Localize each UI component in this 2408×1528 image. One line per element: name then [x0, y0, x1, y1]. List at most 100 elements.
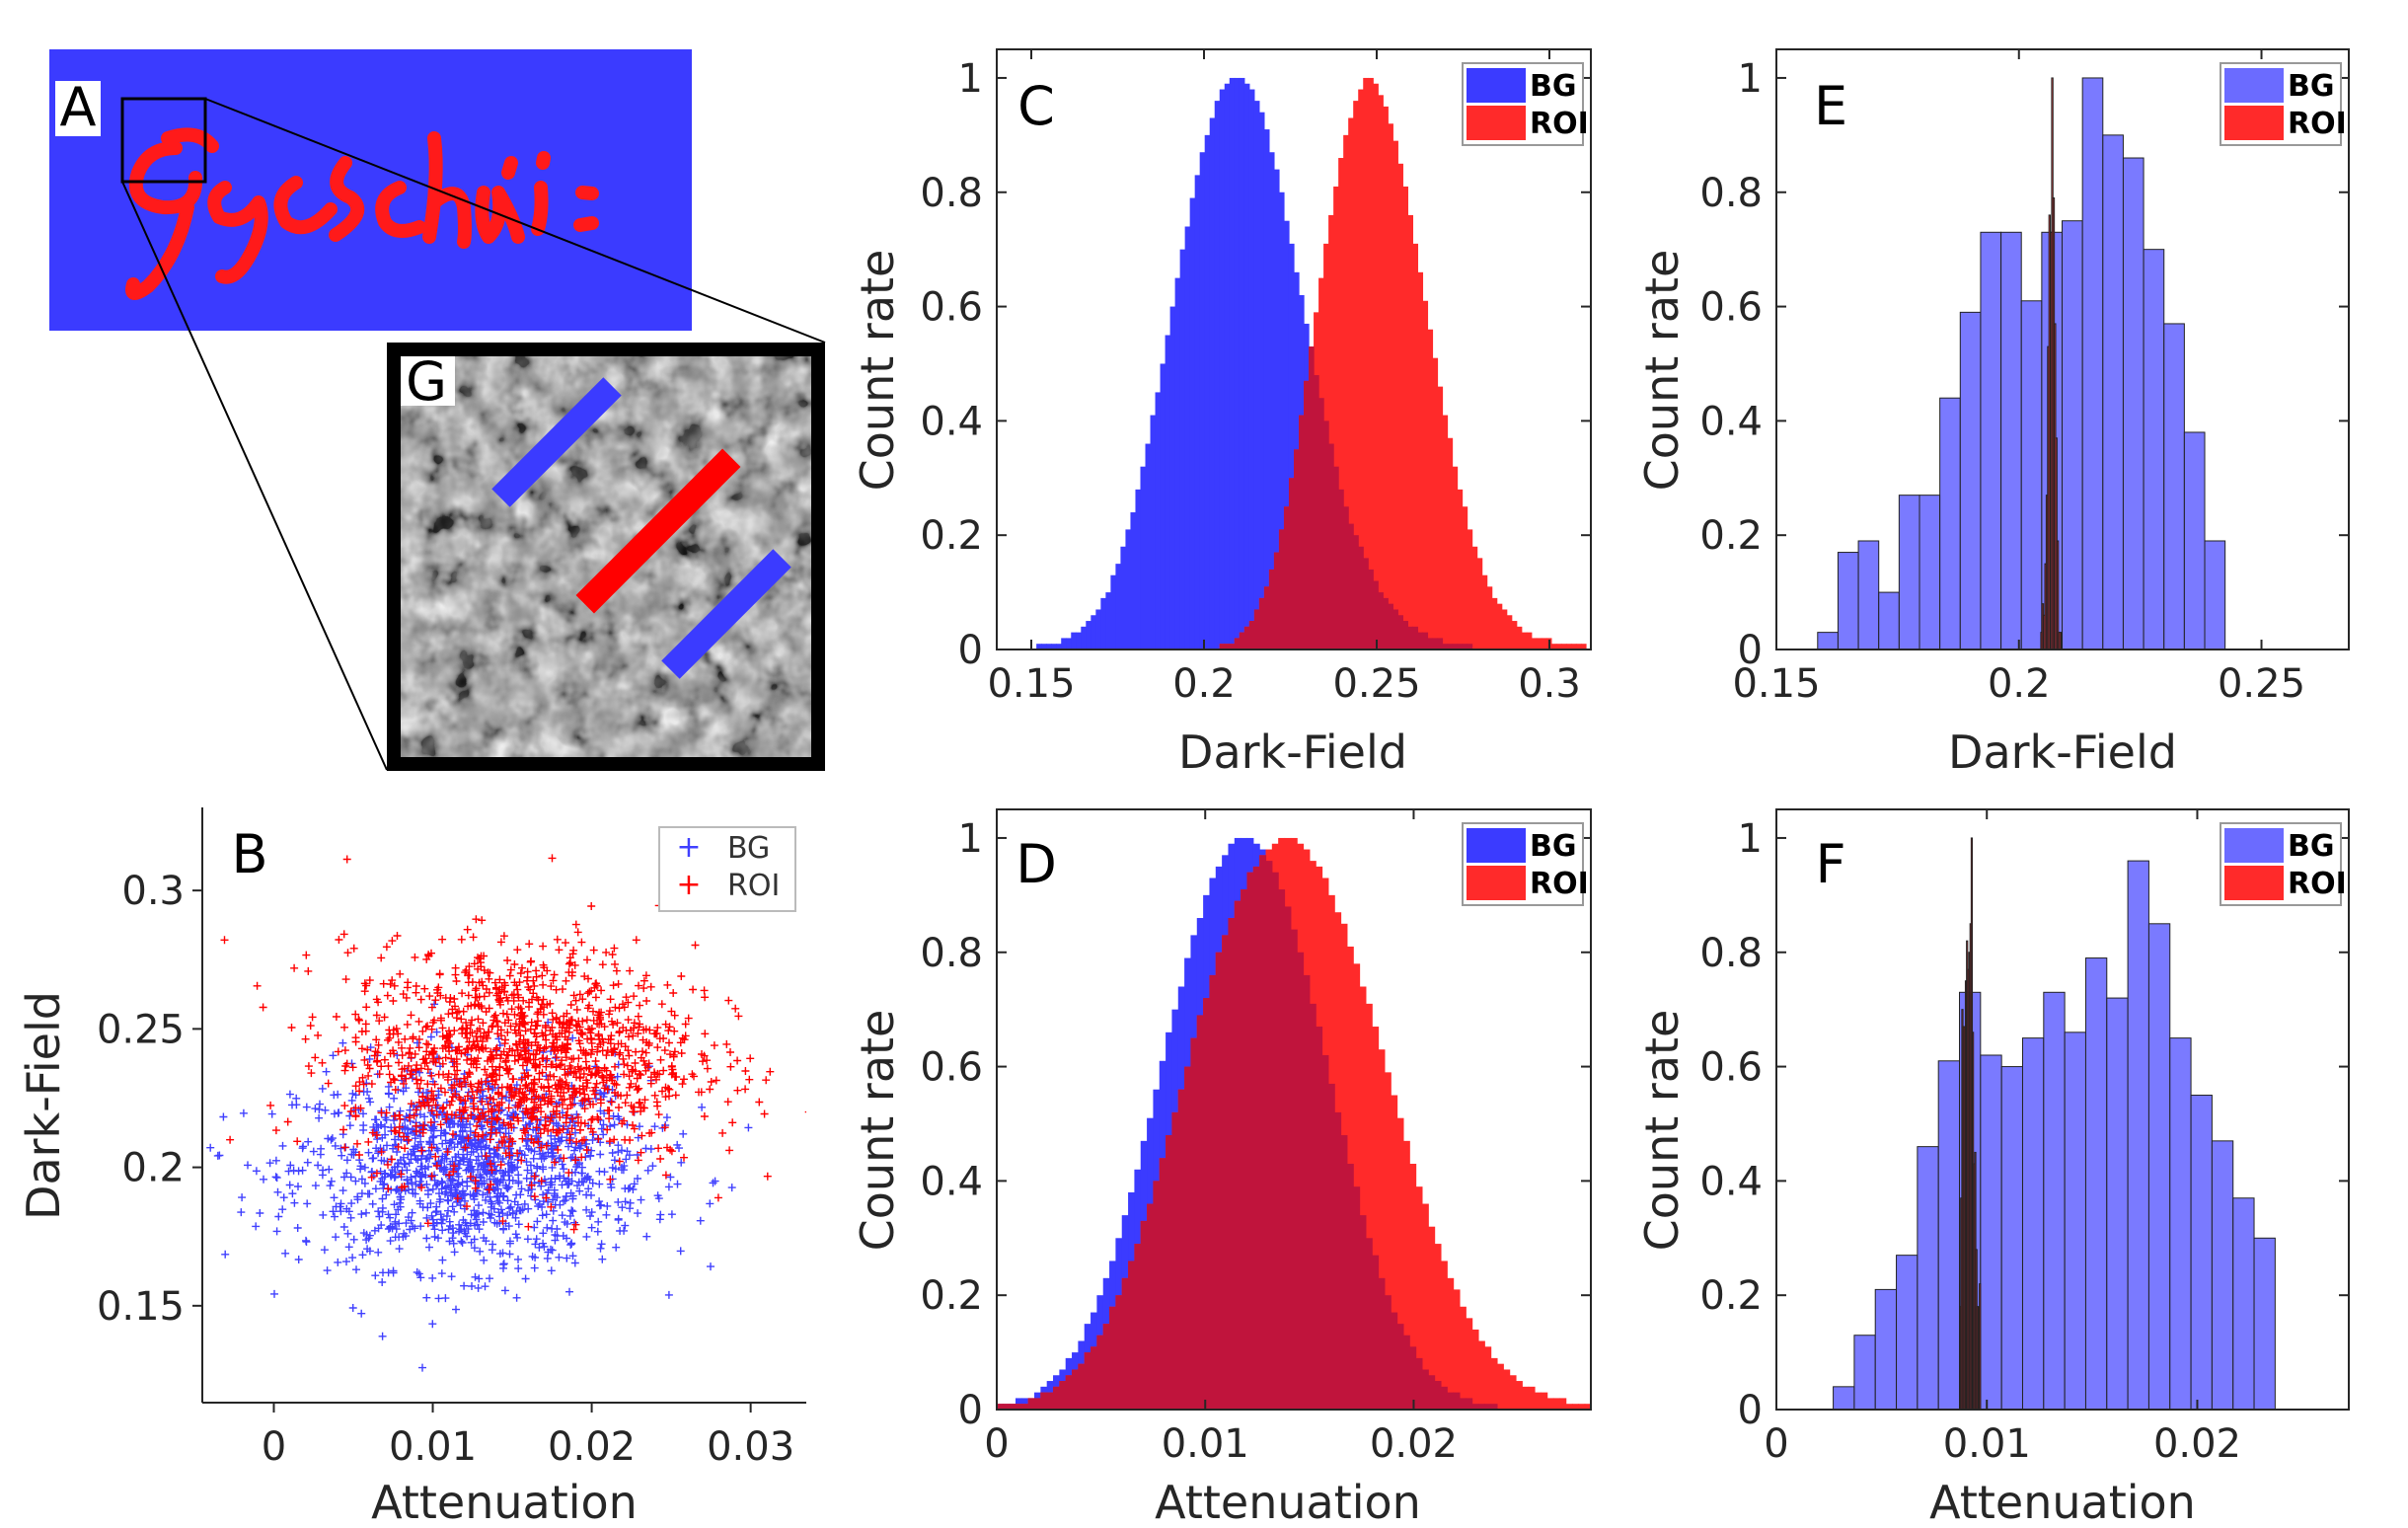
bar-overlap — [1353, 535, 1359, 649]
bar-overlap — [1027, 1398, 1035, 1410]
bar-overlap — [1358, 546, 1364, 649]
y-tick-label: 0.15 — [97, 1284, 185, 1330]
bar-bg — [1874, 1288, 1898, 1411]
bar-bg — [2232, 1197, 2255, 1411]
bar-bg — [2043, 991, 2066, 1411]
bar-overlap — [1243, 626, 1250, 649]
y-tick-label: 0.6 — [1699, 285, 1763, 331]
x-tick-label: 0.01 — [389, 1424, 477, 1470]
bar-roi — [1501, 609, 1508, 649]
bar-overlap — [1384, 1295, 1392, 1410]
bar-overlap — [1328, 443, 1334, 649]
bar-overlap — [1229, 644, 1236, 649]
bar-bg — [2062, 220, 2083, 650]
bar-roi — [1584, 1404, 1592, 1410]
bar-roi — [1447, 1277, 1455, 1410]
bar-overlap — [1467, 644, 1473, 649]
bar-roi — [1570, 644, 1577, 649]
bar-bg — [2081, 77, 2104, 650]
legend-swatch-bg — [2224, 68, 2284, 103]
bar-roi — [1372, 1027, 1380, 1410]
y-tick-label: 0 — [1738, 628, 1763, 673]
bar-overlap — [1263, 586, 1270, 649]
bar-bg — [1046, 644, 1052, 649]
b-x-label: Attenuation — [371, 1476, 638, 1528]
bar-overlap — [1072, 1369, 1079, 1410]
x-tick-label: 0.15 — [987, 661, 1075, 707]
bar-overlap — [1323, 420, 1329, 649]
zoom-box — [120, 97, 207, 184]
bar-overlap — [1447, 1392, 1455, 1410]
bar-roi — [1552, 1398, 1560, 1410]
bar-overlap — [1340, 1135, 1348, 1410]
bar-overlap — [1421, 1369, 1429, 1410]
bar-bg — [1095, 609, 1101, 649]
panel-g-texture — [401, 356, 811, 757]
bar-bg — [1214, 101, 1221, 650]
bar-overlap — [1346, 1164, 1354, 1410]
bar-overlap — [1343, 506, 1349, 649]
bar-bg — [1056, 644, 1062, 649]
legend-label-roi: ROI — [1530, 107, 1589, 141]
bar-roi — [1353, 101, 1359, 650]
bar-roi — [1503, 1369, 1511, 1410]
bar-overlap — [1372, 1255, 1380, 1410]
legend-swatch-bg — [1467, 828, 1526, 863]
bar-overlap — [1318, 398, 1324, 649]
panel-f-histogram: F Attenuation Count rate 0 0.01 0.02 0 0.2 0.… — [1635, 808, 2350, 1528]
bar-roi — [1528, 1386, 1536, 1410]
bar-overlap — [1253, 609, 1260, 649]
roi-region — [575, 448, 741, 614]
bar-roi — [2059, 632, 2063, 650]
panel-g-label-bg — [401, 356, 455, 406]
bar-roi — [1415, 1186, 1423, 1410]
bar-bg — [1939, 397, 1961, 650]
bar-overlap — [1304, 380, 1310, 649]
y-tick-label: 0.4 — [1699, 1159, 1763, 1204]
bar-overlap — [1388, 603, 1393, 649]
bar-roi — [1466, 1318, 1473, 1410]
bar-overlap — [1428, 1375, 1436, 1410]
bar-overlap — [1241, 889, 1248, 1410]
bar-overlap — [1153, 1181, 1161, 1410]
panel-g: G — [387, 343, 825, 771]
panel-g-label: G — [406, 350, 447, 413]
bar-bg — [1959, 311, 1982, 650]
bar-roi — [1421, 1203, 1429, 1410]
bar-overlap — [1248, 621, 1255, 649]
legend-swatch-bg — [2224, 828, 2284, 863]
bar-overlap — [1171, 1111, 1179, 1410]
bar-bg — [2143, 249, 2165, 650]
bar-roi — [1521, 632, 1528, 649]
bar-roi — [1555, 644, 1562, 649]
bar-roi — [1560, 644, 1567, 649]
bar-overlap — [1338, 489, 1344, 649]
bar-overlap — [1432, 638, 1439, 649]
y-tick-label: 0.8 — [920, 931, 983, 976]
bar-bg — [1219, 89, 1226, 650]
bar-overlap — [1128, 1261, 1136, 1410]
y-tick-label: 1 — [958, 56, 983, 102]
bar-overlap — [1457, 644, 1464, 649]
bar-overlap — [1383, 597, 1389, 649]
b-legend-bg-marker: + — [676, 830, 701, 865]
bar-roi — [1358, 89, 1364, 650]
bar-roi — [1506, 615, 1513, 649]
panel-a-label-bg — [55, 81, 101, 136]
x-tick-label: 0.15 — [1732, 661, 1820, 707]
bar-overlap — [1402, 621, 1408, 649]
bar-roi — [1434, 1244, 1442, 1410]
bar-overlap — [1334, 1111, 1342, 1410]
legend-label-roi: ROI — [2288, 107, 2347, 141]
e-y-label: Count rate — [1635, 250, 1689, 492]
bar-overlap — [1016, 1404, 1022, 1410]
bar-bg — [1120, 546, 1127, 649]
bar-roi — [1428, 1226, 1436, 1410]
bar-overlap — [1184, 1066, 1192, 1410]
axes-box-e — [1775, 48, 2350, 650]
bar-roi — [1407, 214, 1413, 649]
x-tick-label: 0.2 — [1172, 661, 1236, 707]
axes-box-f — [1775, 808, 2350, 1411]
